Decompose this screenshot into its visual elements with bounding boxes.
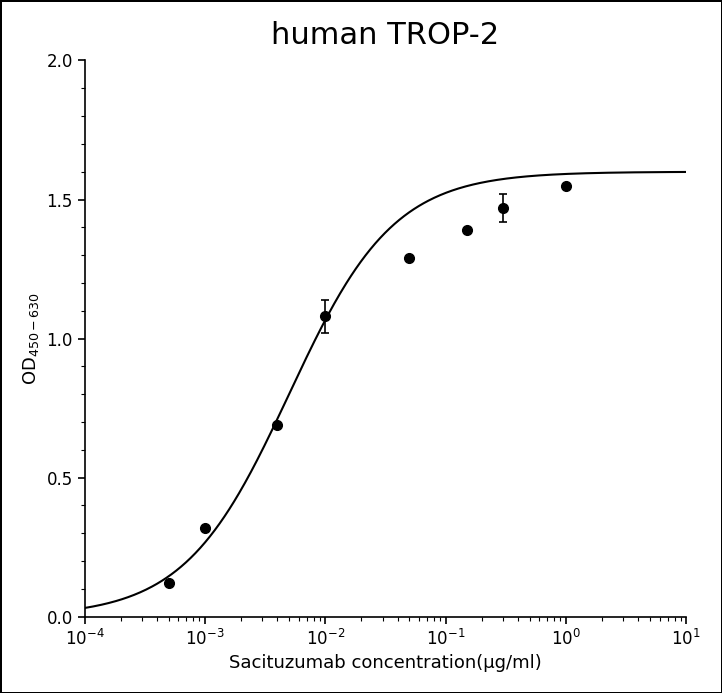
Y-axis label: OD$_{450-630}$: OD$_{450-630}$ — [21, 292, 41, 385]
X-axis label: Sacituzumab concentration(μg/ml): Sacituzumab concentration(μg/ml) — [229, 654, 542, 672]
Title: human TROP-2: human TROP-2 — [271, 21, 500, 50]
